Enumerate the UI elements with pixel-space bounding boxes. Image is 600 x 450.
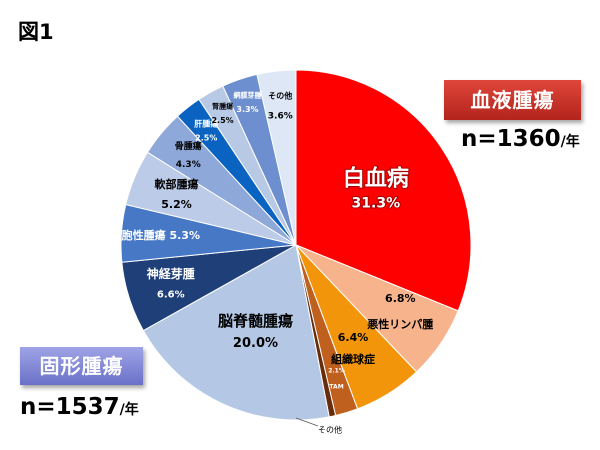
slice-percent-label-6: 6.6% (157, 289, 185, 300)
slice-name-label-9: 骨腫瘍 (175, 140, 202, 152)
solid-tumor-n-value: n=1537 (20, 394, 120, 420)
slice-name-label-5: 脳脊髄腫瘍 (218, 312, 293, 330)
pie-slice-5 (142, 244, 330, 421)
slice-name-label-1: 悪性リンパ腫 (367, 317, 433, 331)
slice-name-label-11: 腎腫瘍 (212, 102, 233, 111)
blood-tumor-group-label: 血液腫瘍 (444, 80, 581, 120)
slice-percent-label-5: 20.0% (233, 336, 278, 351)
slice-percent-label-8: 5.2% (161, 198, 192, 211)
slice-name-label-4: その他 (318, 425, 342, 435)
pie-slice-0 (295, 69, 472, 312)
solid-tumor-n-unit: /年 (119, 402, 139, 418)
slice-name-label-12: 網膜芽腫 (233, 91, 261, 100)
blood-tumor-n-unit: /年 (560, 134, 580, 150)
slice-name-label-0: 白血病 (343, 165, 409, 191)
slice-name-label-6: 神経芽腫 (147, 266, 195, 281)
slice-percent-label-1: 6.8% (385, 292, 416, 305)
slice-percent-label-11: 2.5% (211, 116, 233, 125)
slice-percent-label-3: 2.1% (328, 367, 345, 374)
slice-name-label-3: TAM (329, 383, 343, 390)
pie-slice-13 (256, 69, 297, 246)
slice-name-label-13: その他 (268, 90, 292, 100)
slice-name-label-10: 肝腫瘍 (194, 118, 218, 128)
slice-name-label-2: 組織球症 (331, 352, 375, 366)
blood-tumor-n-value: n=1360 (461, 126, 561, 152)
slice-percent-label-9: 4.3% (176, 160, 201, 170)
slice-name-label-7: 肝細胞性腫瘍 5.3% (100, 228, 200, 242)
slice-percent-label-13: 3.6% (268, 111, 293, 121)
blood-tumor-count: n=1360/年 (461, 126, 580, 152)
solid-tumor-count: n=1537/年 (20, 394, 139, 420)
slice-percent-label-10: 2.5% (195, 133, 217, 142)
solid-tumor-group-label: 固形腫瘍 (20, 347, 143, 385)
slice-percent-label-0: 31.3% (352, 195, 401, 211)
slice-percent-label-12: 3.3% (236, 105, 258, 114)
slice-percent-label-2: 6.4% (338, 331, 369, 344)
figure-title: 図1 (18, 20, 54, 44)
leader-line-other (295, 417, 319, 427)
slice-name-label-8: 軟部腫瘍 (154, 177, 198, 191)
